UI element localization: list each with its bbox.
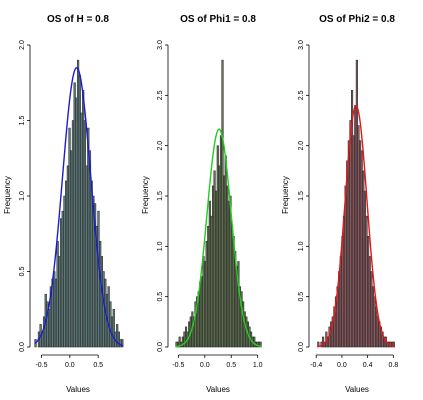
histogram-bar-h <box>63 195 66 348</box>
density-curve-phi1 <box>175 128 262 348</box>
histogram-bar-h <box>85 165 88 348</box>
chart-title-phi2: OS of Phi2 = 0.8 <box>319 14 395 25</box>
histogram-bar-h <box>76 59 80 348</box>
density-curve-phi2 <box>317 104 395 348</box>
x-tick-label-phi2: 0.4 <box>363 362 373 369</box>
y-tick-label-h: 0.0 <box>19 342 26 352</box>
histogram-bar-h <box>119 339 122 348</box>
y-tick-label-h: 2.0 <box>19 40 26 50</box>
x-tick-label-phi2: -0.4 <box>310 362 322 369</box>
y-tick-label-phi1: 3.0 <box>157 40 164 50</box>
y-tick-label-phi1: 1.5 <box>157 191 164 201</box>
y-tick-label-phi2: 0.0 <box>298 342 305 352</box>
y-tick-label-phi1: 2.0 <box>157 141 164 151</box>
panel-phi2: OS of Phi2 = 0.8 Frequency Values 0.0 0.5… <box>281 14 398 394</box>
x-tick-label-h: 0.5 <box>93 362 103 369</box>
y-tick-label-phi1: 0.0 <box>157 342 164 352</box>
x-axis-label-phi1: Values <box>206 385 230 394</box>
y-tick-label-h: 1.0 <box>19 191 26 201</box>
histogram-bar-h <box>112 309 115 348</box>
histogram-bar-h <box>56 241 59 348</box>
histogram-bar-h <box>80 112 83 348</box>
y-tick-label-phi1: 0.5 <box>157 292 164 302</box>
panel-h: OS of H = 0.8 Frequency Values 0.0 0.5 1.0… <box>3 14 124 394</box>
y-tick-label-phi1: 2.5 <box>157 90 164 100</box>
histogram-bar-h <box>121 339 124 348</box>
x-tick-label-phi1: 1.0 <box>253 362 263 369</box>
y-tick-label-phi2: 1.5 <box>298 191 305 201</box>
x-tick-label-phi2: 0.0 <box>337 362 347 369</box>
x-tick-label-phi1: 0.5 <box>226 362 236 369</box>
histogram-bar-h <box>53 271 56 348</box>
x-tick-label-phi2: 0.8 <box>388 362 398 369</box>
x-tick-label-h: -0.5 <box>35 362 47 369</box>
panel-phi1: OS of Phi1 = 0.8 Frequency Values 0.0 0.5… <box>141 14 263 394</box>
histogram-bar-h <box>97 210 100 348</box>
histogram-bar-h <box>66 165 69 348</box>
x-tick-label-h: 0.0 <box>65 362 75 369</box>
y-tick-label-phi2: 1.0 <box>298 241 305 251</box>
histogram-bar-h <box>73 82 76 348</box>
x-axis-label-h: Values <box>66 385 90 394</box>
histogram-bar-h <box>42 316 46 348</box>
y-tick-label-phi2: 2.5 <box>298 90 305 100</box>
histogram-bar-h <box>71 120 75 348</box>
histogram-bar-h <box>107 286 110 348</box>
histogram-bar-h <box>100 256 103 348</box>
x-tick-label-phi1: 0.0 <box>200 362 210 369</box>
histogram-bar-h <box>109 301 112 348</box>
histogram-bar-h <box>58 256 61 348</box>
histogram-bar-h <box>70 150 73 348</box>
histogram-bar-h <box>75 97 78 348</box>
y-tick-label-phi2: 0.5 <box>298 292 305 302</box>
histogram-bar-h <box>59 218 63 348</box>
density-curve-h <box>34 66 124 347</box>
histogram-bar-h <box>102 271 105 348</box>
y-tick-label-phi2: 2.0 <box>298 141 305 151</box>
histogram-bar-h <box>68 127 71 348</box>
x-axis-label-phi2: Values <box>345 385 369 394</box>
histogram-bar-h <box>61 210 64 348</box>
y-tick-label-phi1: 1.0 <box>157 241 164 251</box>
y-tick-label-phi2: 3.0 <box>298 40 305 50</box>
histogram-bar-h <box>48 309 51 348</box>
y-tick-label-h: 0.5 <box>19 267 26 277</box>
x-tick-label-phi1: -0.5 <box>172 362 184 369</box>
histogram-bar-h <box>83 120 86 348</box>
histogram-bar-h <box>90 180 93 348</box>
chart-title-phi1: OS of Phi1 = 0.8 <box>180 14 256 25</box>
chart-title-h: OS of H = 0.8 <box>47 14 109 25</box>
y-tick-label-h: 1.5 <box>19 116 26 126</box>
y-axis-label-phi2: Frequency <box>281 176 290 214</box>
histogram-bar-h <box>78 74 81 348</box>
histogram-bar-h <box>54 278 58 348</box>
histogram-bar-h <box>82 90 85 348</box>
y-axis-label-phi1: Frequency <box>141 176 150 214</box>
histogram-bar-h <box>65 180 68 348</box>
histogram-bar-h <box>99 241 102 348</box>
y-axis-label-h: Frequency <box>3 176 12 214</box>
